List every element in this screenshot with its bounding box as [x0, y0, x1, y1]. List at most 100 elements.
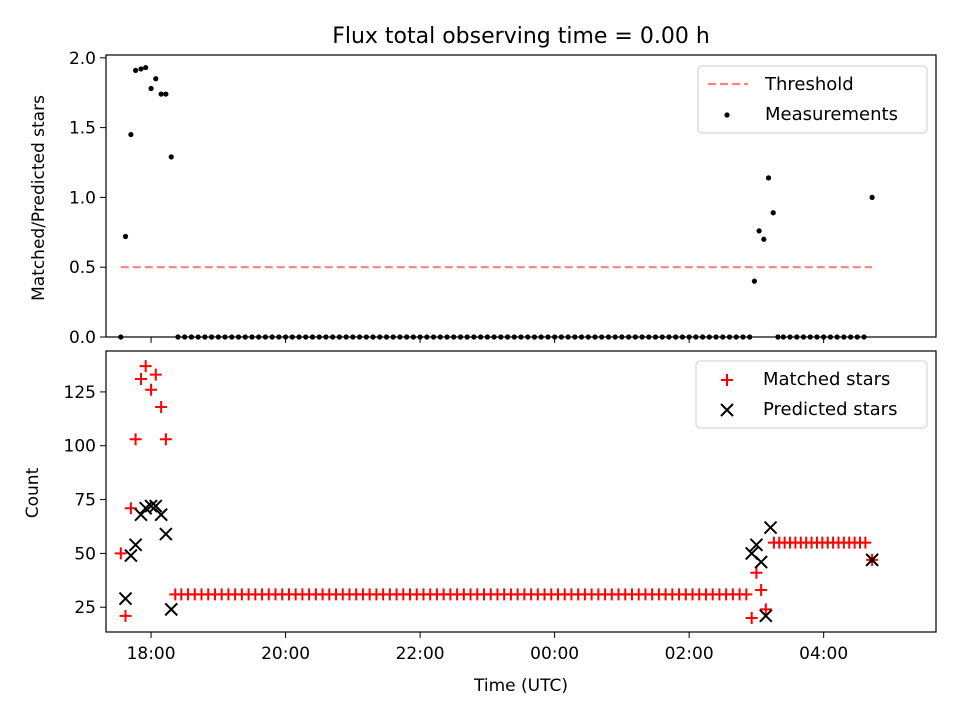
data-point	[518, 334, 524, 340]
data-point	[750, 566, 763, 579]
data-point	[222, 334, 228, 340]
data-point	[800, 334, 807, 340]
data-point	[558, 334, 564, 340]
data-point	[821, 334, 827, 340]
x-tick-label: 18:00	[127, 644, 176, 664]
data-point	[122, 233, 129, 240]
chart-title: Flux total observing time = 0.00 h	[332, 24, 710, 49]
data-point	[751, 278, 757, 284]
data-point	[383, 334, 390, 340]
data-point	[457, 334, 464, 340]
data-point	[363, 334, 369, 340]
predicted-legend-swatch	[720, 403, 734, 417]
data-point	[153, 76, 159, 82]
data-point	[464, 334, 470, 340]
y-tick-label: 1.5	[69, 119, 96, 139]
data-point	[525, 334, 531, 340]
x-tick-label: 20:00	[261, 644, 310, 664]
data-point	[720, 334, 726, 340]
y-tick-label: 0.5	[69, 258, 96, 278]
data-point	[740, 334, 746, 340]
data-point	[282, 334, 289, 340]
y-tick-label: 1.0	[69, 188, 96, 208]
data-point	[144, 499, 158, 513]
data-point	[552, 334, 558, 340]
data-point	[202, 334, 208, 340]
data-point	[807, 334, 813, 340]
data-point	[303, 334, 309, 340]
data-point	[679, 334, 686, 340]
data-point	[149, 499, 163, 513]
data-point	[673, 334, 679, 340]
data-point	[158, 91, 164, 97]
data-point	[350, 334, 356, 340]
data-point	[666, 334, 672, 340]
data-point	[749, 538, 764, 552]
bottom-legend: Matched stars Predicted stars	[695, 360, 928, 429]
data-point	[235, 334, 242, 340]
series-predicted-stars	[118, 499, 879, 623]
data-point	[740, 588, 753, 601]
data-point	[827, 334, 834, 340]
data-point	[276, 334, 282, 340]
data-point	[605, 334, 612, 340]
data-point	[404, 334, 410, 340]
data-point	[430, 334, 437, 340]
data-point	[370, 334, 376, 340]
data-point	[632, 334, 638, 340]
legend-frame	[695, 360, 928, 429]
data-point	[504, 334, 511, 340]
top-legend: Threshold Measurements	[697, 65, 928, 134]
data-point	[159, 527, 173, 541]
data-point	[646, 334, 652, 340]
data-point	[330, 334, 336, 340]
data-point	[565, 334, 571, 340]
y-tick-label: 100	[64, 437, 96, 457]
data-point	[639, 334, 645, 340]
data-point	[215, 334, 221, 340]
data-point	[733, 334, 739, 340]
data-point	[511, 334, 517, 340]
data-point	[159, 433, 172, 446]
data-point	[780, 334, 786, 340]
y-tick-label: 50	[74, 544, 96, 564]
data-point	[128, 131, 134, 138]
data-point	[124, 548, 138, 563]
data-point	[188, 334, 195, 340]
data-point	[343, 334, 349, 340]
data-point	[761, 236, 767, 242]
legend-label-threshold: Threshold	[764, 74, 854, 95]
data-point	[847, 334, 854, 340]
data-point	[154, 507, 168, 522]
data-point	[424, 334, 430, 340]
data-point	[124, 502, 137, 515]
data-point	[585, 334, 591, 340]
data-point	[309, 334, 316, 340]
series-matched-stars	[114, 360, 879, 625]
data-point	[756, 228, 762, 234]
data-point	[770, 210, 776, 216]
data-point	[296, 334, 302, 340]
data-point	[289, 334, 295, 340]
top-y-axis-label: Matched/Predicted stars	[29, 95, 49, 301]
x-tick-label: 02:00	[665, 644, 714, 664]
data-point	[143, 64, 149, 71]
data-point	[397, 334, 403, 340]
data-point	[726, 334, 733, 340]
data-point	[531, 334, 538, 340]
legend-frame	[697, 65, 928, 134]
data-point	[149, 368, 162, 381]
data-point	[229, 334, 235, 340]
data-point	[619, 334, 625, 340]
data-point	[686, 334, 692, 340]
data-point	[794, 334, 800, 340]
data-point	[471, 334, 477, 340]
data-point	[164, 602, 178, 617]
data-point	[336, 334, 342, 340]
matched-legend-swatch	[721, 374, 733, 386]
data-point	[163, 91, 169, 97]
data-point	[208, 334, 215, 340]
data-point	[659, 334, 665, 340]
data-point	[139, 360, 152, 373]
data-point	[316, 334, 322, 340]
